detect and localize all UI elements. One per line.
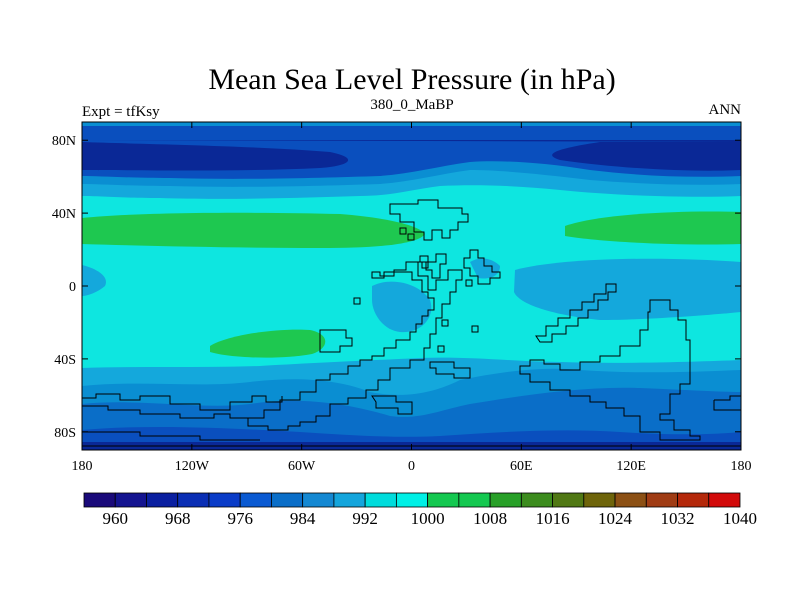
colorbar-swatch (645, 492, 678, 508)
colorbar-tick-label: 1008 (473, 509, 507, 528)
field-low-eq-west (82, 265, 106, 296)
colorbar-swatch (395, 492, 429, 508)
field-high-south-pacific (210, 329, 326, 358)
coast-south-block-d (429, 361, 471, 379)
y-tick-label: 40N (52, 207, 76, 222)
coast-west-block (319, 329, 353, 353)
colorbar-swatch (208, 492, 241, 508)
colorbar-swatch (520, 492, 553, 508)
coast-east-south (713, 395, 741, 411)
coast-islet-b (421, 261, 429, 269)
field-low-indian (514, 258, 741, 320)
coast-south-block-c (371, 395, 413, 415)
colorbar-swatch (302, 492, 335, 508)
coast-south-arc (82, 393, 283, 411)
coast-islet-f (437, 345, 445, 353)
coast-central-continent (247, 253, 463, 431)
colorbar-swatch (271, 492, 304, 508)
y-tick-label: 40S (54, 353, 76, 368)
coast-small-island-2 (407, 233, 415, 241)
colorbar-tick-label: 992 (352, 509, 378, 528)
field-north-965 (82, 140, 741, 171)
colorbar-swatch (114, 492, 147, 508)
colorbar-swatch (677, 492, 710, 508)
colorbar-swatch (552, 492, 585, 508)
x-tick-label: 0 (408, 459, 415, 474)
colorbar-swatch (708, 492, 741, 508)
colorbar-tick-label: 1016 (536, 509, 570, 528)
colorbar-swatch (458, 492, 491, 508)
colorbar-tick-label: 1000 (411, 509, 445, 528)
field-high-north-pacific (565, 211, 741, 245)
colorbar-tick-label: 1040 (723, 509, 757, 528)
colorbar: 960 968 976 984 992 1000 1008 1016 1024 1032 1040 (83, 492, 757, 528)
coast-south-line (82, 405, 250, 419)
x-tick-label: 180 (72, 459, 93, 474)
colorbar-tick-label: 968 (165, 509, 191, 528)
coast-small-island (399, 227, 407, 235)
coast-north-continent (389, 199, 469, 241)
x-tick-label: 120E (616, 459, 646, 474)
y-tick-label: 80S (54, 426, 76, 441)
field-low-eq-africa (372, 281, 432, 333)
coast-southeast-continent (519, 299, 701, 441)
x-axis: 180 120W 60W 0 60E 120E 180 (72, 122, 752, 474)
x-tick-label: 60W (288, 459, 316, 474)
colorbar-tick-label: 1032 (661, 509, 695, 528)
colorbar-swatch (146, 492, 179, 508)
colorbar-swatch (83, 492, 116, 508)
colorbar-swatch (177, 492, 210, 508)
subtitle-right: ANN (709, 102, 742, 118)
map-area (82, 122, 741, 450)
chart-title: Mean Sea Level Pressure (in hPa) (208, 63, 615, 96)
x-tick-label: 120W (175, 459, 210, 474)
x-tick-label: 60E (510, 459, 533, 474)
x-tick-label: 180 (731, 459, 752, 474)
colorbar-swatch (489, 492, 522, 508)
colorbar-swatch (333, 492, 366, 508)
y-tick-label: 0 (69, 280, 76, 295)
subtitle-left: Expt = tfKsy (82, 104, 160, 120)
colorbar-tick-label: 960 (102, 509, 128, 528)
colorbar-swatch (364, 492, 397, 508)
colorbar-swatch (427, 492, 460, 508)
colorbar-swatch (583, 492, 616, 508)
coast-islet-e (471, 325, 479, 333)
field-low-asia (470, 258, 500, 279)
colorbar-swatch (239, 492, 272, 508)
colorbar-tick-label: 976 (227, 509, 253, 528)
coast-far-south (82, 431, 260, 441)
subtitle-center: 380_0_MaBP (370, 97, 453, 113)
colorbar-tick-label: 1024 (598, 509, 633, 528)
y-axis: 80N 40N 0 40S 80S (52, 134, 741, 441)
coast-islet-a (353, 297, 361, 305)
y-tick-label: 80N (52, 134, 76, 149)
colorbar-tick-label: 984 (290, 509, 316, 528)
coast-islet-d (441, 319, 449, 327)
field-high-north-atlantic (82, 212, 425, 248)
coast-islet-c (465, 279, 473, 287)
field-south-coastal-high (82, 376, 741, 378)
coast-equatorial-mass (463, 249, 501, 285)
colorbar-swatch (614, 492, 647, 508)
coast-east-continent (535, 283, 617, 343)
